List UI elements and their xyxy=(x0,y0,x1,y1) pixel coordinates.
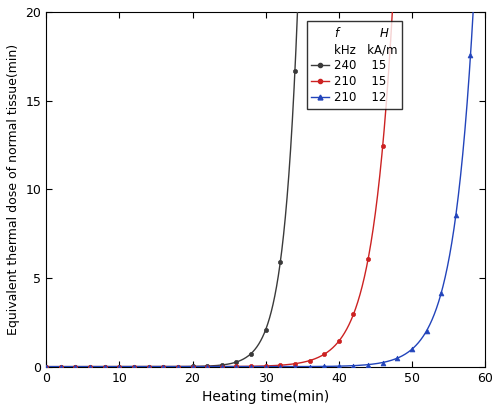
Legend: $f$           $H$, kHz   kA/m, 240    15, 210    15, 210    12: $f$ $H$, kHz kA/m, 240 15, 210 15, 210 1… xyxy=(306,21,402,109)
Y-axis label: Equivalent thermal dose of normal tissue(min): Equivalent thermal dose of normal tissue… xyxy=(7,44,20,335)
X-axis label: Heating time(min): Heating time(min) xyxy=(202,390,330,404)
